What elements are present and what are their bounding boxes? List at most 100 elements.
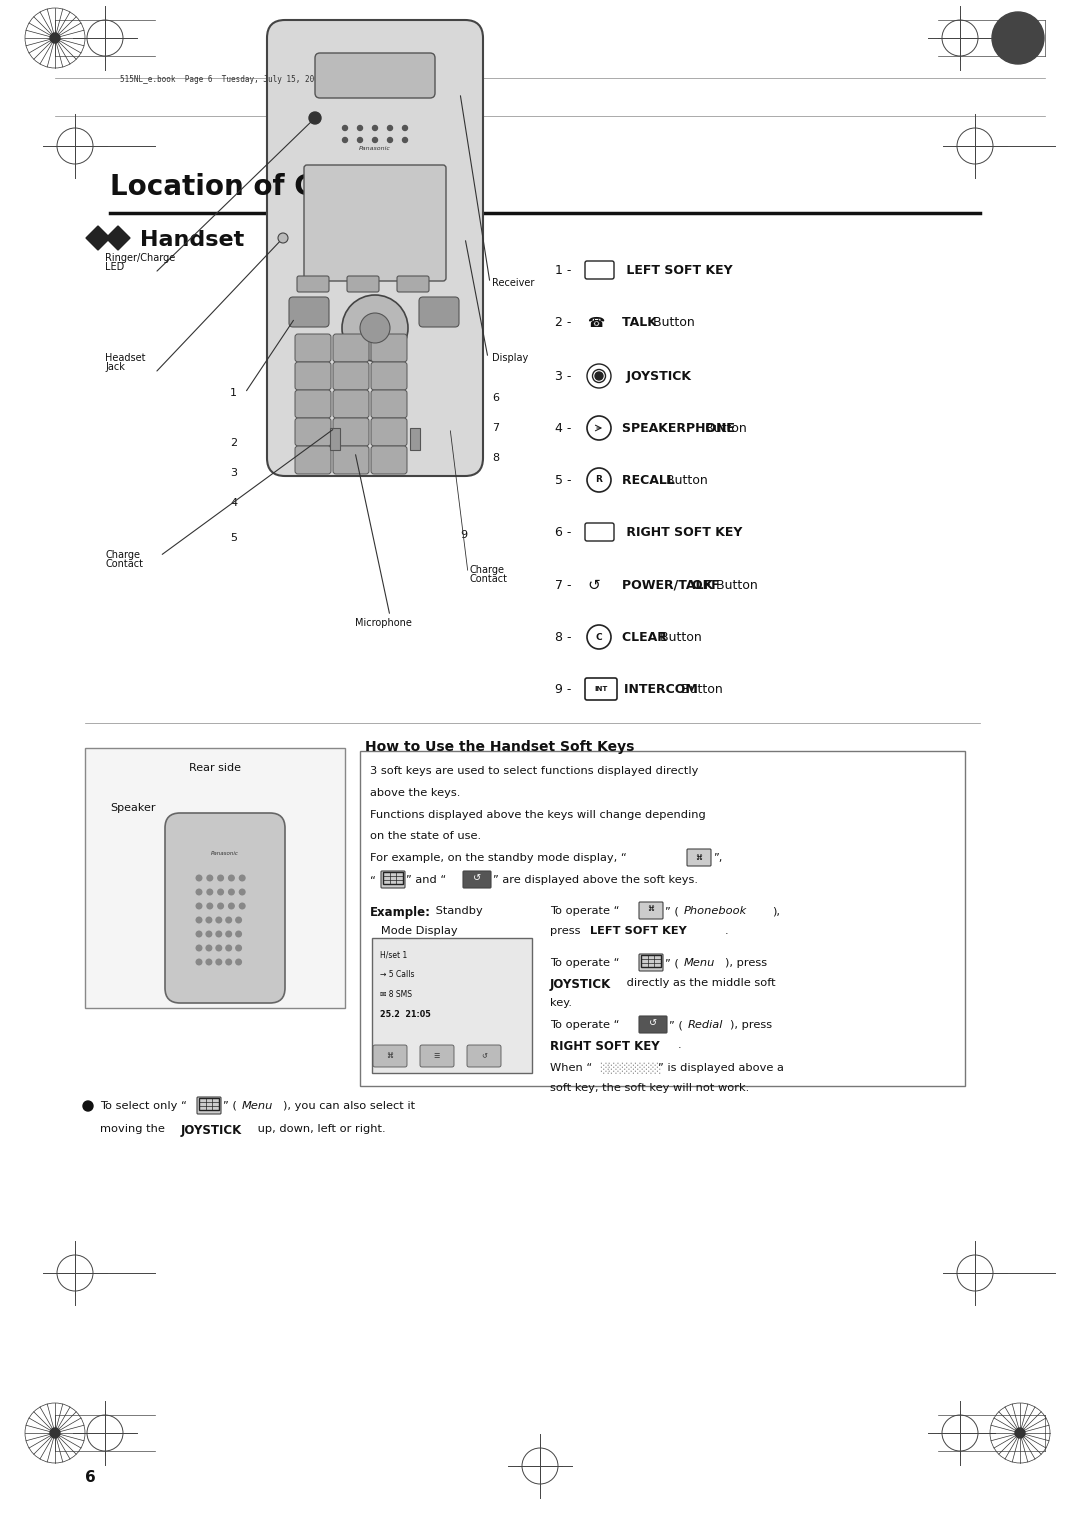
Circle shape: [226, 946, 231, 950]
Text: Phonebook: Phonebook: [684, 906, 747, 915]
Text: 25.2  21:05: 25.2 21:05: [380, 1010, 431, 1019]
Circle shape: [357, 125, 363, 130]
Text: moving the: moving the: [100, 1125, 168, 1134]
Circle shape: [207, 903, 213, 909]
Circle shape: [229, 876, 234, 880]
FancyBboxPatch shape: [372, 446, 407, 474]
Text: 6: 6: [85, 1470, 96, 1485]
Text: → 5 Calls: → 5 Calls: [380, 970, 415, 979]
Text: 7: 7: [492, 423, 499, 432]
FancyBboxPatch shape: [372, 335, 407, 362]
Text: To operate “: To operate “: [550, 1021, 620, 1030]
Text: 5: 5: [230, 533, 237, 542]
Text: Location of Controls: Location of Controls: [110, 173, 426, 202]
Text: 7 -: 7 -: [555, 579, 576, 591]
Text: on the state of use.: on the state of use.: [370, 831, 481, 840]
FancyBboxPatch shape: [373, 1045, 407, 1067]
Circle shape: [50, 1429, 60, 1438]
Text: 1 -: 1 -: [555, 263, 576, 277]
FancyBboxPatch shape: [372, 362, 407, 390]
Text: LEFT SOFT KEY: LEFT SOFT KEY: [590, 926, 687, 937]
Text: To operate “: To operate “: [550, 906, 620, 915]
Text: ↺: ↺: [649, 1018, 657, 1028]
Text: 5 -: 5 -: [555, 474, 576, 486]
Text: Rear side: Rear side: [189, 762, 241, 773]
Text: Redial: Redial: [688, 1021, 724, 1030]
Text: ” and “: ” and “: [406, 876, 446, 885]
Text: ↺: ↺: [481, 1053, 487, 1059]
Text: Button: Button: [653, 316, 699, 330]
Circle shape: [197, 903, 202, 909]
Text: .: .: [678, 1041, 681, 1050]
Circle shape: [197, 931, 202, 937]
Text: ” are displayed above the soft keys.: ” are displayed above the soft keys.: [492, 876, 698, 885]
Text: press: press: [550, 926, 584, 937]
Circle shape: [240, 876, 245, 880]
Text: ),: ),: [772, 906, 780, 915]
FancyBboxPatch shape: [372, 419, 407, 446]
Circle shape: [357, 138, 363, 142]
Text: 3 -: 3 -: [555, 370, 576, 382]
Circle shape: [373, 138, 378, 142]
Text: ” (: ” (: [669, 1021, 683, 1030]
Text: ” (: ” (: [222, 1102, 237, 1111]
Text: JOYSTICK: JOYSTICK: [550, 978, 611, 992]
Text: 4 -: 4 -: [555, 422, 576, 434]
Circle shape: [216, 946, 221, 950]
Circle shape: [226, 917, 231, 923]
Text: soft key, the soft key will not work.: soft key, the soft key will not work.: [550, 1083, 750, 1093]
Text: Display: Display: [492, 353, 528, 364]
Circle shape: [235, 946, 242, 950]
Text: 8 -: 8 -: [555, 631, 576, 643]
Text: Example:: Example:: [370, 906, 431, 918]
Circle shape: [342, 125, 348, 130]
FancyBboxPatch shape: [295, 362, 330, 390]
Text: OFF: OFF: [692, 579, 724, 591]
Circle shape: [342, 295, 408, 361]
Text: Button: Button: [681, 683, 727, 695]
Circle shape: [207, 876, 213, 880]
Text: ↺: ↺: [473, 872, 481, 883]
Circle shape: [278, 232, 288, 243]
Text: Receiver: Receiver: [492, 278, 535, 287]
Text: directly as the middle soft: directly as the middle soft: [623, 978, 775, 989]
Text: Standby: Standby: [432, 906, 483, 915]
Text: Panasonic: Panasonic: [360, 145, 391, 150]
FancyBboxPatch shape: [295, 335, 330, 362]
FancyBboxPatch shape: [267, 20, 483, 477]
Text: Jack: Jack: [105, 362, 125, 371]
Text: LEFT SOFT KEY: LEFT SOFT KEY: [622, 263, 732, 277]
Text: R: R: [595, 475, 603, 484]
FancyBboxPatch shape: [295, 419, 330, 446]
FancyBboxPatch shape: [419, 296, 459, 327]
Text: above the keys.: above the keys.: [370, 788, 460, 798]
Circle shape: [993, 12, 1044, 64]
Text: 6: 6: [492, 393, 499, 403]
Text: LED: LED: [105, 261, 124, 272]
Circle shape: [309, 112, 321, 124]
Text: ), press: ), press: [730, 1021, 772, 1030]
Circle shape: [388, 125, 392, 130]
Circle shape: [216, 931, 221, 937]
Text: Panasonic: Panasonic: [211, 851, 239, 856]
Text: key.: key.: [550, 998, 572, 1008]
Text: C: C: [596, 633, 603, 642]
Text: ” (: ” (: [665, 958, 679, 969]
Text: 9: 9: [460, 530, 468, 539]
FancyBboxPatch shape: [467, 1045, 501, 1067]
Text: Button: Button: [660, 631, 705, 643]
Text: .: .: [725, 926, 729, 937]
Text: up, down, left or right.: up, down, left or right.: [254, 1125, 386, 1134]
Bar: [330, 428, 340, 451]
Text: Ringer/Charge: Ringer/Charge: [105, 254, 175, 263]
Text: ” is displayed above a: ” is displayed above a: [658, 1063, 784, 1073]
Text: 2 -: 2 -: [555, 316, 576, 330]
Text: RIGHT SOFT KEY: RIGHT SOFT KEY: [622, 526, 742, 538]
Circle shape: [197, 876, 202, 880]
Circle shape: [218, 903, 224, 909]
FancyBboxPatch shape: [295, 446, 330, 474]
FancyBboxPatch shape: [303, 165, 446, 281]
FancyBboxPatch shape: [639, 953, 663, 970]
Circle shape: [218, 876, 224, 880]
Circle shape: [206, 960, 212, 964]
